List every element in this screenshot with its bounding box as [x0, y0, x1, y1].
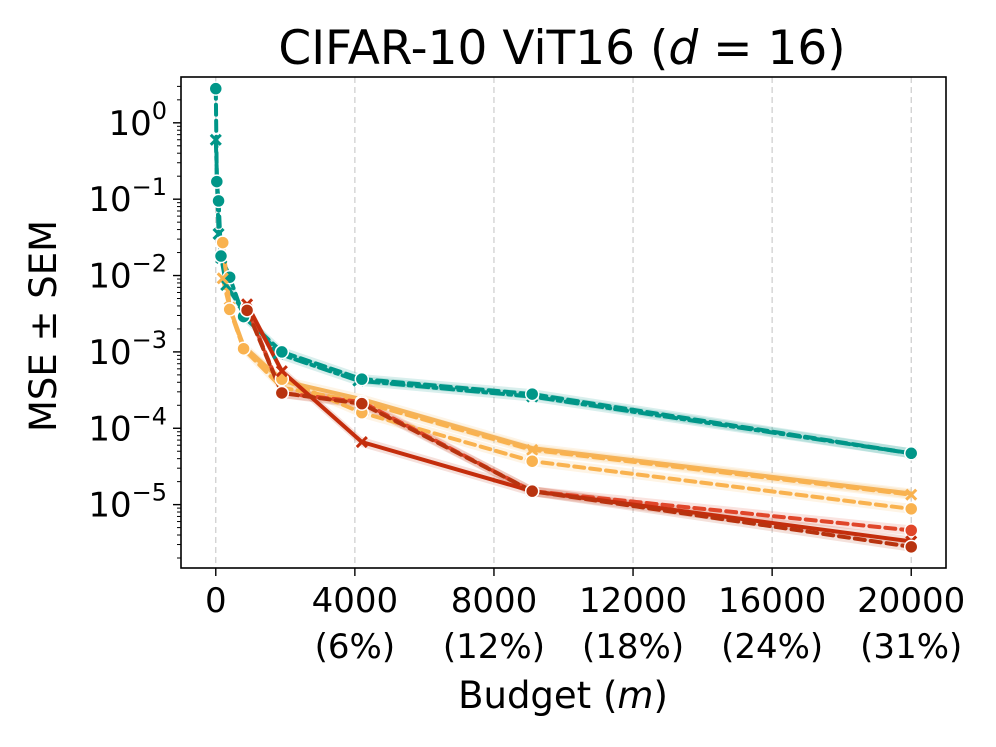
data-point: [355, 435, 368, 449]
series-markers: [208, 81, 919, 555]
data-point: [354, 371, 370, 387]
y-axis-label: MSE ± SEM: [22, 220, 65, 432]
data-point: [275, 365, 288, 378]
data-point: [209, 133, 222, 146]
x-axis-ticks: 0 4000 (6%) 8000 (12%) 12000 (18%) 16000 (24%) 20…: [205, 568, 965, 667]
data-point: [216, 272, 229, 285]
x-tick-percent: (24%): [721, 627, 823, 667]
x-tick-label: 12000: [579, 581, 687, 621]
data-point: [236, 341, 251, 356]
data-point-x: [355, 435, 368, 449]
data-point: [354, 396, 370, 411]
x-tick-percent: (18%): [582, 627, 684, 667]
y-tick-label: 10−3: [88, 326, 167, 373]
error-band: [247, 305, 912, 552]
error-band: [222, 237, 912, 514]
xlabel-prefix: Budget (: [458, 674, 617, 717]
data-point: [215, 235, 230, 250]
error-band: [247, 299, 912, 547]
data-point-x: [216, 272, 229, 285]
data-point: [903, 523, 919, 538]
data-point-x: [526, 443, 539, 457]
data-point: [524, 453, 540, 469]
data-point: [524, 386, 540, 402]
title-eq: = 16): [698, 21, 845, 76]
series-line: [245, 305, 914, 533]
title-prefix: CIFAR-10 ViT16 (: [278, 21, 668, 76]
x-tick-percent: (12%): [443, 627, 545, 667]
data-point: [905, 488, 918, 501]
xlabel-var: m: [617, 674, 653, 717]
data-point: [903, 501, 919, 517]
series-line: [245, 302, 914, 544]
data-point-x: [905, 488, 918, 501]
plot-area: 100 10−1 10−2 10−3 10−4 10−5 0 4000 (6%) 8000 (12…: [88, 76, 965, 667]
data-point: [208, 81, 224, 96]
data-point: [903, 446, 919, 461]
y-tick-label: 10−2: [88, 250, 167, 297]
x-tick-label: 16000: [718, 581, 826, 621]
x-tick-label: 4000: [312, 581, 399, 621]
y-tick-label: 10−4: [88, 402, 167, 449]
data-point: [222, 302, 237, 317]
y-axis-ticks: 100 10−1 10−2 10−3 10−4 10−5: [88, 85, 181, 559]
x-tick-percent: (31%): [860, 627, 962, 667]
x-axis-label: Budget (m): [458, 674, 668, 717]
x-tick-label: 8000: [451, 581, 538, 621]
data-point-x: [209, 133, 222, 146]
x-tick-label: 20000: [857, 581, 965, 621]
plot-frame: [180, 76, 947, 569]
y-tick-label: 100: [108, 97, 167, 144]
series-line: [213, 86, 914, 456]
x-gridlines: [215, 77, 912, 568]
data-point-x: [275, 365, 288, 378]
title-var: d: [668, 21, 699, 76]
data-point: [211, 193, 226, 209]
data-point: [524, 483, 540, 499]
data-point: [213, 248, 229, 264]
xlabel-suffix: ): [653, 674, 667, 717]
chart-title: CIFAR-10 ViT16 (d = 16): [278, 21, 845, 76]
data-point: [209, 174, 225, 189]
data-point: [526, 443, 539, 457]
data-point: [239, 303, 255, 318]
x-tick-label: 0: [205, 581, 227, 621]
data-point: [274, 385, 290, 401]
data-point: [274, 344, 290, 360]
y-tick-label: 10−1: [88, 173, 167, 220]
y-tick-label: 10−5: [88, 479, 167, 526]
x-tick-percent: (6%): [315, 627, 395, 667]
data-point: [903, 539, 919, 555]
